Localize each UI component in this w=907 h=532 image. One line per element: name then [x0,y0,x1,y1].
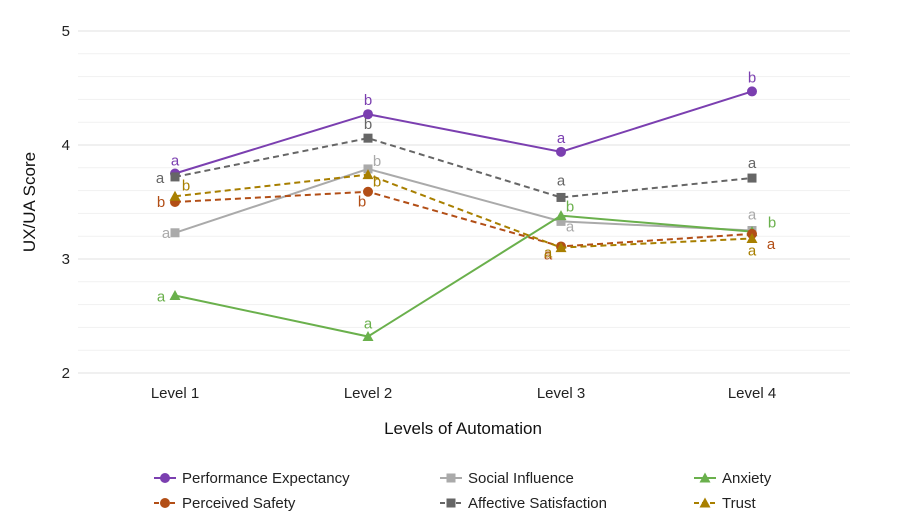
significance-letter: a [566,218,575,235]
legend-label: Social Influence [468,470,574,487]
data-point [363,164,373,174]
data-point [556,146,566,157]
significance-letter: a [748,207,757,224]
series-group [169,86,758,342]
significance-letter: b [373,174,381,191]
grid-lines [78,30,850,374]
legend-label: Performance Expectancy [182,470,350,487]
y-tick-label: 5 [62,23,70,40]
legend-item: Perceived Safety [154,495,296,512]
data-point [169,289,181,300]
data-point [747,173,757,183]
significance-letter: b [157,194,165,211]
series-affective-satisfaction [170,133,757,202]
data-point [363,133,373,143]
significance-letter: a [557,130,566,147]
x-axis-title: Levels of Automation [384,419,542,438]
legend-label: Affective Satisfaction [468,495,607,512]
data-point [555,242,567,253]
significance-letter: a [748,155,757,172]
series-performance-expectancy [170,86,757,179]
significance-letter: a [557,172,566,189]
significance-letter: b [358,194,366,211]
data-point [170,228,180,238]
series-social-influence [170,164,757,238]
x-axis-ticks: Level 1 Level 2 Level 3 Level 4 [151,385,776,402]
series-line [174,167,753,234]
legend-marker [160,498,170,508]
significance-letter: a [748,242,757,259]
legend-marker [699,472,711,483]
legend-marker [160,473,170,483]
series-line [174,214,753,338]
significance-letter: a [767,236,776,253]
data-point [363,186,373,197]
series-line [174,190,753,248]
legend-item: Performance Expectancy [154,470,350,487]
data-point [555,210,567,221]
legend-marker [446,498,456,508]
significance-letter: b [182,177,190,194]
y-axis-ticks: 2 3 4 5 [62,23,70,382]
legend-label: Trust [722,495,756,512]
series-perceived-safety [170,186,757,252]
x-tick-label: Level 1 [151,385,199,402]
significance-letter: b [566,199,574,216]
significance-letter: a [544,246,553,263]
series-line [174,90,753,175]
data-point [747,86,757,97]
data-point [556,216,566,226]
data-point [169,190,181,201]
significance-letter: a [156,170,165,187]
significance-letter: b [768,215,776,232]
legend-item: Anxiety [694,470,772,487]
series-anxiety [169,210,758,342]
legend-marker [699,497,711,508]
significance-letter: b [373,153,381,170]
x-tick-label: Level 2 [344,385,392,402]
significance-letter: a [544,245,553,262]
x-tick-label: Level 4 [728,385,776,402]
significance-letter: a [162,225,171,242]
y-tick-label: 4 [62,137,70,154]
legend-item: Affective Satisfaction [440,495,607,512]
series-trust [169,169,758,253]
data-point [362,331,374,342]
legend-item: Trust [694,495,756,512]
series-line [174,137,753,199]
data-point [363,109,373,120]
significance-letter: b [364,116,372,133]
significance-letter: a [171,153,180,170]
y-tick-label: 2 [62,365,70,382]
data-point [746,232,758,243]
data-point [170,172,180,182]
significance-letter: a [157,288,166,305]
data-point [362,169,374,180]
legend: Performance Expectancy Social Influence An… [154,470,772,512]
y-tick-label: 3 [62,251,70,268]
x-tick-label: Level 3 [537,385,585,402]
significance-letter: a [364,316,373,333]
significance-letter: b [364,92,372,109]
data-point [556,192,566,202]
legend-label: Anxiety [722,470,772,487]
legend-item: Social Influence [440,470,574,487]
significance-letter: b [748,69,756,86]
y-axis-title: UX/UA Score [20,152,39,252]
legend-label: Perceived Safety [182,495,296,512]
legend-marker [446,473,456,483]
